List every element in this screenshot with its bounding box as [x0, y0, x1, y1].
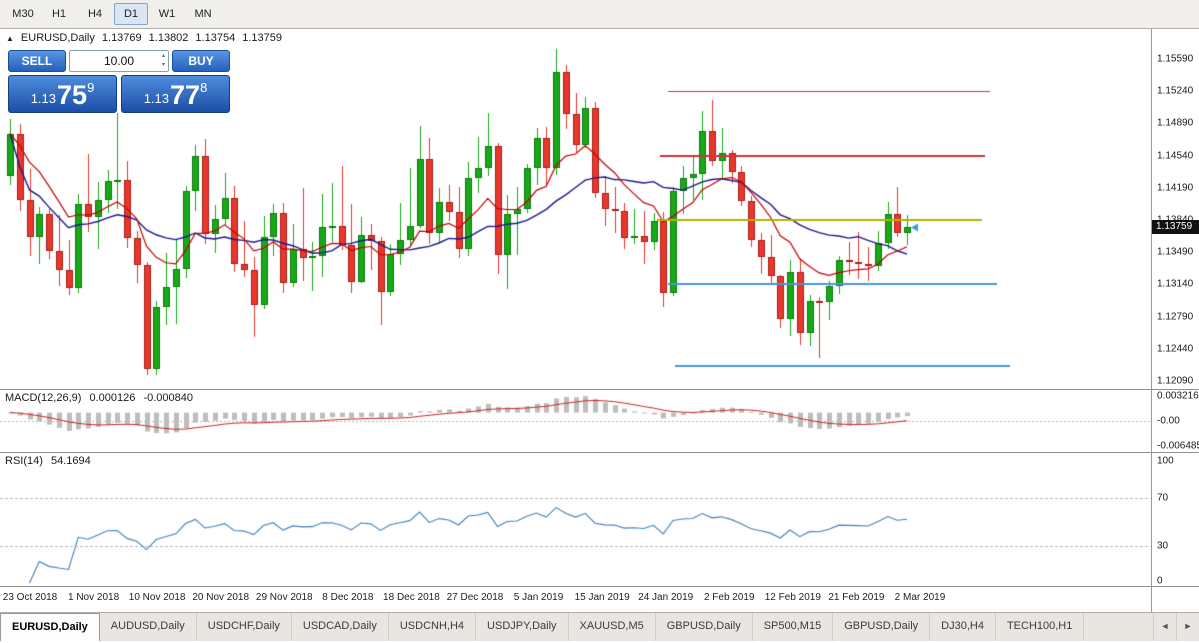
- macd-label: MACD(12,26,9) 0.000126 -0.000840: [5, 392, 193, 404]
- chart-tab-usdjpy-daily[interactable]: USDJPY,Daily: [476, 613, 569, 641]
- chart-tab-gbpusd-daily[interactable]: GBPUSD,Daily: [656, 613, 753, 641]
- current-price-badge: 1.13759: [1152, 220, 1199, 235]
- macd-signal-value: -0.000840: [143, 392, 193, 404]
- macd-axis-label: -0.00: [1157, 415, 1180, 427]
- sell-button[interactable]: SELL: [8, 50, 66, 72]
- date-axis-label: 5 Jan 2019: [513, 592, 564, 603]
- rsi-axis-label: 0: [1157, 575, 1163, 587]
- date-axis-label: 21 Feb 2019: [828, 592, 885, 603]
- chart-tab-usdchf-daily[interactable]: USDCHF,Daily: [197, 613, 292, 641]
- price-axis-label: 1.14190: [1157, 182, 1194, 194]
- chart-symbol-label: EURUSD,Daily: [20, 32, 95, 44]
- symbol-up-arrow-icon: ▲: [6, 33, 14, 43]
- timeframe-button-h4[interactable]: H4: [87, 8, 103, 20]
- date-axis-label: 24 Jan 2019: [638, 592, 694, 603]
- price-axis-separator: [1151, 29, 1152, 612]
- chart-low-value: 1.13754: [195, 32, 236, 44]
- timeframe-button-w1[interactable]: W1: [158, 8, 176, 20]
- date-axis-label: 15 Jan 2019: [574, 592, 630, 603]
- price-chart-panel: ▲ EURUSD,Daily 1.13769 1.13802 1.13754 1…: [0, 29, 1199, 389]
- date-axis-label: 27 Dec 2018: [446, 592, 504, 603]
- date-axis: 23 Oct 2018 1 Nov 2018 10 Nov 2018 20 Nov 2…: [0, 586, 1199, 612]
- chart-close-value: 1.13759: [242, 32, 282, 44]
- sell-price-pips: 75: [57, 80, 88, 110]
- macd-panel: MACD(12,26,9) 0.000126 -0.000840 0.00321…: [0, 390, 1199, 452]
- price-axis-label: 1.13840: [1157, 215, 1193, 226]
- spin-up-icon[interactable]: ▴: [161, 53, 165, 59]
- buy-price-base: 1.13: [143, 91, 170, 106]
- price-axis-label: 1.14890: [1157, 117, 1194, 129]
- chart-tab-sp500-m15[interactable]: SP500,M15: [753, 613, 834, 641]
- date-axis-label: 18 Dec 2018: [383, 592, 440, 603]
- chart-tab-tech100-h1[interactable]: TECH100,H1: [996, 613, 1085, 641]
- macd-axis-label: -0.006485: [1157, 440, 1199, 452]
- tab-scroll-arrows: ◄ ►: [1153, 613, 1199, 641]
- price-axis-label: 1.12790: [1157, 311, 1194, 323]
- rsi-axis-label: 70: [1157, 492, 1169, 504]
- buy-price-pips: 77: [170, 80, 201, 110]
- chart-tab-usdcnh-h4[interactable]: USDCNH,H4: [389, 613, 477, 641]
- macd-canvas[interactable]: [0, 390, 1151, 452]
- rsi-value: 54.1694: [50, 455, 91, 467]
- rsi-name: RSI(14): [5, 455, 43, 467]
- volume-spinner[interactable]: ▴ ▾: [162, 52, 165, 70]
- price-axis-label: 1.12440: [1157, 343, 1194, 355]
- rsi-label: RSI(14) 54.1694: [5, 455, 91, 467]
- price-axis-label: 1.12090: [1157, 375, 1194, 387]
- chart-tab-audusd-daily[interactable]: AUDUSD,Daily: [100, 613, 197, 641]
- timeframe-button-h1[interactable]: H1: [51, 8, 67, 20]
- rsi-axis-label: 30: [1157, 540, 1169, 552]
- date-axis-label: 1 Nov 2018: [67, 592, 120, 603]
- chart-tab-usdcad-daily[interactable]: USDCAD,Daily: [292, 613, 389, 641]
- date-axis-label: 10 Nov 2018: [128, 592, 186, 603]
- date-axis-label: 12 Feb 2019: [764, 592, 821, 603]
- volume-input[interactable]: 10.00 ▴ ▾: [69, 50, 169, 72]
- macd-main-value: 0.000126: [89, 392, 136, 404]
- spin-down-icon[interactable]: ▾: [161, 62, 165, 68]
- price-axis-label: 1.14540: [1157, 150, 1194, 162]
- volume-value: 10.00: [103, 54, 135, 68]
- sell-price-button[interactable]: 1.13 75 9: [8, 75, 117, 113]
- chart-tab-xauusd-m5[interactable]: XAUUSD,M5: [569, 613, 656, 641]
- price-axis-label: 1.13140: [1157, 278, 1194, 290]
- timeframe-button-d1[interactable]: D1: [114, 3, 148, 25]
- date-axis-label: 23 Oct 2018: [2, 592, 58, 603]
- sell-price-base: 1.13: [30, 91, 57, 106]
- tab-scroll-left-icon[interactable]: ◄: [1153, 613, 1176, 641]
- date-axis-label: 20 Nov 2018: [192, 592, 250, 603]
- chart-tab-dj30-h4[interactable]: DJ30,H4: [930, 613, 996, 641]
- timeframe-toolbar: M30 H1 H4 D1 W1 MN: [0, 0, 1199, 29]
- date-axis-label: 2 Mar 2019: [894, 592, 946, 603]
- one-click-trading-panel: SELL 10.00 ▴ ▾ BUY 1.13 75 9: [8, 50, 230, 113]
- price-axis-label: 1.15240: [1157, 85, 1194, 97]
- macd-axis-label: 0.003216: [1157, 390, 1199, 402]
- chart-ohlc-line: ▲ EURUSD,Daily 1.13769 1.13802 1.13754 1…: [6, 32, 282, 44]
- chart-open-value: 1.13769: [101, 32, 142, 44]
- chart-tab-gbpusd-daily[interactable]: GBPUSD,Daily: [833, 613, 931, 641]
- rsi-panel: RSI(14) 54.1694 100 70 30 0: [0, 453, 1199, 587]
- timeframe-button-m30[interactable]: M30: [12, 8, 34, 20]
- date-axis-label: 2 Feb 2019: [703, 592, 755, 603]
- buy-price-point: 8: [200, 80, 208, 95]
- panel-splitter[interactable]: [0, 452, 1199, 453]
- chart-tab-bar: EURUSD,Daily AUDUSD,Daily USDCHF,Daily USDC…: [0, 612, 1199, 641]
- macd-name: MACD(12,26,9): [5, 392, 82, 404]
- date-axis-label: 8 Dec 2018: [322, 592, 374, 603]
- price-axis-label: 1.13490: [1157, 246, 1194, 258]
- price-axis-label: 1.15590: [1157, 53, 1194, 65]
- chart-high-value: 1.13802: [148, 32, 189, 44]
- chart-tab-eurusd-daily[interactable]: EURUSD,Daily: [0, 613, 100, 641]
- chart-stack: ▲ EURUSD,Daily 1.13769 1.13802 1.13754 1…: [0, 29, 1199, 612]
- rsi-canvas[interactable]: [0, 453, 1151, 586]
- tab-scroll-right-icon[interactable]: ►: [1176, 613, 1199, 641]
- panel-splitter[interactable]: [0, 389, 1199, 390]
- sell-price-point: 9: [87, 80, 95, 95]
- buy-price-button[interactable]: 1.13 77 8: [121, 75, 230, 113]
- rsi-axis-label: 100: [1157, 455, 1174, 467]
- buy-button[interactable]: BUY: [172, 50, 230, 72]
- date-axis-label: 29 Nov 2018: [255, 592, 313, 603]
- timeframe-button-mn[interactable]: MN: [194, 8, 212, 20]
